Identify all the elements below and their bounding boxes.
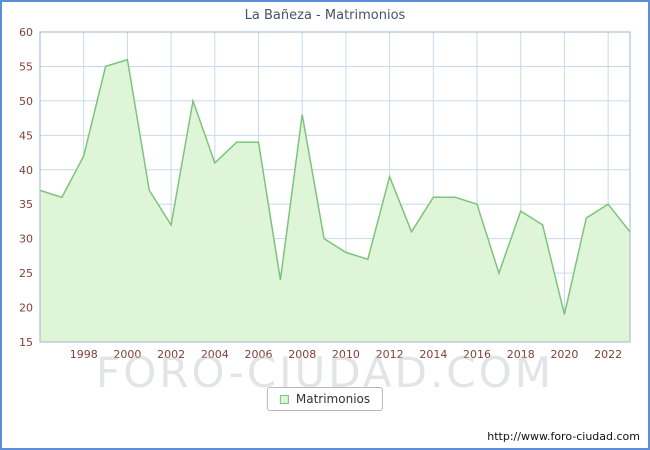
x-tick-label: 2000: [113, 348, 141, 361]
x-tick-label: 1998: [70, 348, 98, 361]
y-tick-label: 55: [19, 60, 33, 73]
chart-title: La Bañeza - Matrimonios: [244, 8, 406, 23]
x-tick-label: 2008: [288, 348, 316, 361]
y-tick-label: 25: [19, 267, 33, 280]
legend: Matrimonios: [266, 387, 384, 411]
y-tick-label: 50: [19, 95, 33, 108]
x-tick-label: 2016: [463, 348, 491, 361]
y-tick-label: 35: [19, 198, 33, 211]
x-tick-label: 2020: [550, 348, 578, 361]
y-tick-label: 20: [19, 302, 33, 315]
x-tick-label: 2012: [376, 348, 404, 361]
legend-swatch-icon: [279, 394, 289, 404]
x-tick-label: 2006: [245, 348, 273, 361]
y-tick-label: 30: [19, 233, 33, 246]
x-tick-label: 2022: [594, 348, 622, 361]
y-tick-label: 15: [19, 336, 33, 349]
legend-label: Matrimonios: [295, 392, 371, 406]
y-tick-label: 45: [19, 129, 33, 142]
y-tick-label: 60: [19, 26, 33, 39]
x-tick-label: 2004: [201, 348, 229, 361]
area-fill: [40, 59, 630, 342]
x-tick-label: 2018: [507, 348, 535, 361]
x-tick-label: 2002: [157, 348, 185, 361]
footer-url: http://www.foro-ciudad.com: [487, 430, 640, 443]
x-tick-label: 2014: [419, 348, 447, 361]
plot-border: [39, 31, 631, 343]
x-tick-label: 2010: [332, 348, 360, 361]
y-tick-label: 40: [19, 164, 33, 177]
series-line: [39, 58, 631, 315]
